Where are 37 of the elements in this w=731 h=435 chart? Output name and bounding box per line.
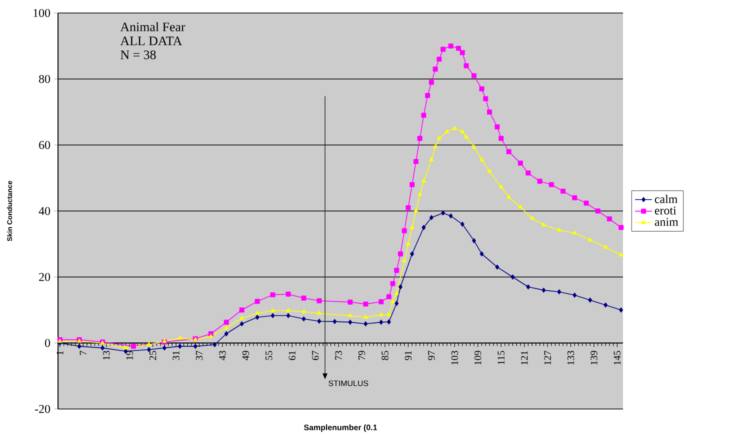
annotation: Animal Fear <box>120 22 186 32</box>
legend-label: eroti <box>654 206 676 214</box>
x-tick-label: 115 <box>498 350 504 364</box>
x-tick-label: 67 <box>312 350 319 360</box>
x-tick-label: 37 <box>196 350 203 360</box>
x-tick-label: 121 <box>521 351 528 365</box>
x-tick-label: 19 <box>126 350 133 360</box>
x-tick-label: 49 <box>242 350 250 360</box>
x-tick-label: 109 <box>474 350 482 365</box>
x-tick-label: 91 <box>404 351 412 360</box>
x-tick-label: 31 <box>172 351 180 360</box>
x-tick-label: 43 <box>219 350 226 360</box>
x-tick-label: 55 <box>266 350 272 360</box>
x-tick-label: 139 <box>590 350 598 365</box>
x-tick-label: 13 <box>103 350 110 360</box>
x-tick-label: 25 <box>149 350 156 360</box>
legend-label: calm <box>654 194 678 204</box>
y-tick-label: 40 <box>38 206 50 215</box>
x-tick-label: 7 <box>80 350 86 355</box>
y-tick-label: 0 <box>44 338 50 347</box>
x-tick-label: 103 <box>451 350 458 365</box>
legend-label: anim <box>654 218 678 226</box>
y-tick-label: 20 <box>39 272 50 281</box>
y-tick-label: 60 <box>39 140 50 149</box>
x-tick-label: 127 <box>544 350 551 365</box>
y-tick-label: 80 <box>39 74 50 83</box>
x-tick-label: 73 <box>335 350 342 360</box>
x-tick-label: 79 <box>358 350 366 360</box>
x-tick-label: 133 <box>567 350 574 365</box>
x-tick-label: 145 <box>614 350 621 365</box>
annotation: N = 38 <box>120 50 156 60</box>
annotation: ALL DATA <box>120 36 182 46</box>
y-tick-label: -20 <box>35 404 50 413</box>
x-tick-label: 61 <box>288 351 296 360</box>
x-tick-label: 85 <box>382 350 388 360</box>
x-tick-label: 97 <box>428 350 435 360</box>
y-tick-label: 100 <box>34 8 50 17</box>
